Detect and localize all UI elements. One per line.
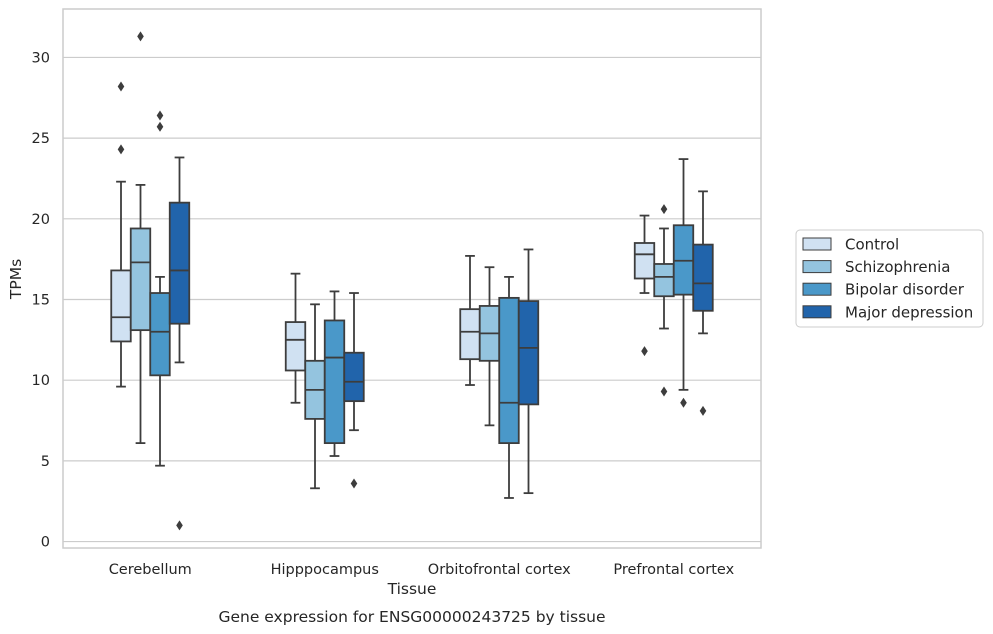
legend-label-major-depression: Major depression [845, 303, 973, 321]
iqr-box [653, 263, 675, 298]
outlier-point [117, 81, 125, 92]
iqr-box [459, 308, 481, 361]
iqr-box [129, 227, 152, 332]
iqr-box [343, 351, 365, 403]
x-tick-label: Cerebellum [109, 562, 192, 578]
iqr-box [692, 243, 714, 312]
iqr-box [168, 201, 191, 325]
legend-frame [795, 229, 984, 328]
box-control-3 [633, 214, 656, 357]
iqr-box [110, 269, 132, 343]
legend-label-bipolar-disorder: Bipolar disorder [845, 281, 965, 299]
outlier-point [699, 405, 707, 416]
box-bipolar-disorder-0 [149, 110, 171, 467]
outlier-point [641, 346, 648, 357]
iqr-box [149, 292, 171, 377]
iqr-box [323, 319, 346, 445]
legend-swatch-bipolar-disorder [802, 282, 832, 296]
legend-swatch-major-depression [802, 305, 832, 319]
box-control-1 [284, 272, 307, 404]
plot-area-frame [62, 8, 762, 549]
y-tick-label: 15 [32, 292, 50, 308]
box-major-depression-2 [517, 248, 540, 495]
y-tick-label: 20 [32, 212, 50, 228]
outlier-point [156, 110, 164, 121]
outlier-point [137, 31, 144, 42]
boxes [110, 31, 714, 531]
x-axis-label: Tissue [387, 580, 437, 598]
box-major-depression-0 [168, 156, 191, 531]
legend-swatch-control [802, 237, 832, 251]
y-tick-label: 0 [41, 535, 50, 551]
legend-label-schizophrenia: Schizophrenia [845, 258, 950, 276]
box-control-0 [110, 81, 132, 388]
y-tick-label: 25 [32, 131, 50, 147]
box-bipolar-disorder-2 [498, 275, 520, 499]
box-schizophrenia-2 [478, 266, 501, 427]
legend-label-control: Control [845, 236, 899, 254]
outlier-point [680, 397, 687, 408]
iqr-box [633, 242, 656, 280]
x-tick-labels: Cerebellum Hipppocampus Orbitofrontal cort… [109, 562, 735, 578]
outlier-point [156, 121, 164, 132]
y-axis-label: TPMs [7, 259, 25, 300]
y-tick-label: 5 [41, 454, 50, 470]
x-tick-label: Orbitofrontal cortex [428, 562, 571, 578]
box-schizophrenia-0 [129, 31, 152, 445]
box-major-depression-1 [343, 292, 365, 489]
box-control-2 [459, 255, 481, 386]
outlier-point [350, 478, 358, 489]
outlier-point [660, 204, 668, 215]
outlier-point [117, 144, 125, 155]
x-tick-label: Hipppocampus [271, 562, 379, 578]
legend-swatch-schizophrenia [802, 260, 832, 274]
chart-caption: Gene expression for ENSG00000243725 by t… [218, 608, 605, 626]
box-schizophrenia-1 [304, 303, 326, 490]
outlier-point [660, 386, 668, 397]
y-tick-labels: 0 5 10 15 20 25 30 [32, 50, 50, 550]
iqr-box [498, 296, 520, 445]
iqr-box [517, 300, 540, 406]
x-tick-label: Prefrontal cortex [613, 562, 734, 578]
box-major-depression-3 [692, 190, 714, 416]
y-tick-label: 30 [32, 50, 50, 66]
y-tick-label: 10 [32, 373, 50, 389]
legend: Control Schizophrenia Bipolar disorder Majo… [795, 229, 984, 328]
box-bipolar-disorder-3 [672, 158, 695, 408]
iqr-box [284, 321, 307, 372]
outlier-point [176, 520, 183, 531]
box-bipolar-disorder-1 [323, 290, 346, 457]
box-schizophrenia-3 [653, 204, 675, 397]
